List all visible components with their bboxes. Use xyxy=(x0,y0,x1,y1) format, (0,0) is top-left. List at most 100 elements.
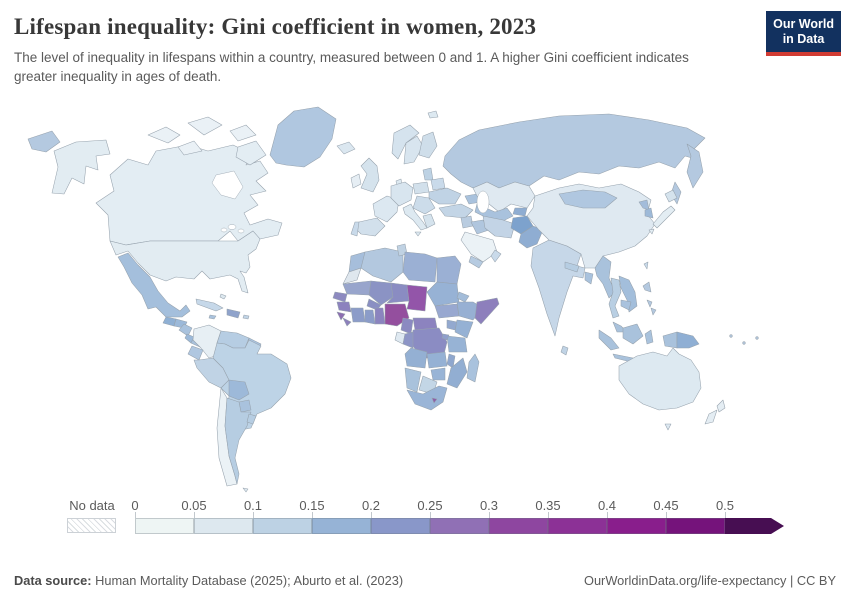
region-togo-benin[interactable] xyxy=(374,307,386,325)
region-vietnam-laos[interactable] xyxy=(618,275,638,313)
region-greenland[interactable] xyxy=(269,106,337,168)
region-south-korea[interactable] xyxy=(644,207,654,219)
region-central-europe[interactable] xyxy=(390,181,414,207)
region-new-zealand-south[interactable] xyxy=(704,409,718,425)
region-chukotka-fragment[interactable] xyxy=(27,130,61,153)
region-angola[interactable] xyxy=(404,347,428,369)
region-poland[interactable] xyxy=(412,181,430,195)
region-kyushu[interactable] xyxy=(648,228,655,235)
region-saudi-arabia[interactable] xyxy=(460,231,498,263)
region-ireland[interactable] xyxy=(350,173,362,189)
region-mozambique[interactable] xyxy=(446,357,468,389)
region-south-africa[interactable] xyxy=(406,385,448,411)
region-cote-divoire[interactable] xyxy=(350,307,366,323)
region-sierra-leone[interactable] xyxy=(336,311,346,321)
region-guinea[interactable] xyxy=(336,301,352,313)
region-ghana[interactable] xyxy=(364,309,376,325)
region-bolivia[interactable] xyxy=(228,379,250,401)
region-zimbabwe[interactable] xyxy=(430,367,446,381)
region-chad[interactable] xyxy=(406,284,428,312)
region-greece[interactable] xyxy=(422,213,436,229)
region-iran[interactable] xyxy=(482,215,516,239)
region-arctic-islands[interactable] xyxy=(177,140,203,156)
data-source-text[interactable]: Human Mortality Database (2025); Aburto … xyxy=(91,573,404,588)
region-papua-new-guinea[interactable] xyxy=(676,331,700,349)
region-usa[interactable] xyxy=(109,230,261,294)
region-sulawesi[interactable] xyxy=(644,329,654,345)
region-uk[interactable] xyxy=(360,157,380,193)
region-south-sudan[interactable] xyxy=(434,303,460,319)
region-baffin-island[interactable] xyxy=(235,140,267,166)
region-bahamas[interactable] xyxy=(219,293,227,300)
region-uruguay[interactable] xyxy=(246,413,257,425)
region-portugal[interactable] xyxy=(350,221,360,237)
region-sweden[interactable] xyxy=(403,135,424,165)
region-western-sahara[interactable] xyxy=(342,267,362,285)
region-cameroon[interactable] xyxy=(400,317,414,335)
region-hispaniola[interactable] xyxy=(226,308,241,319)
region-turkey[interactable] xyxy=(438,203,474,219)
region-rwanda-burundi[interactable] xyxy=(441,333,450,341)
region-algeria[interactable] xyxy=(360,247,404,283)
region-mali[interactable] xyxy=(368,280,394,306)
region-finland[interactable] xyxy=(418,131,438,159)
region-liberia[interactable] xyxy=(342,317,352,327)
region-namibia[interactable] xyxy=(404,367,422,393)
region-arctic-islands[interactable] xyxy=(147,126,181,144)
region-niger[interactable] xyxy=(386,282,410,304)
region-cuba[interactable] xyxy=(195,298,224,312)
region-falkland-islands[interactable] xyxy=(242,487,249,493)
region-egypt[interactable] xyxy=(436,255,462,285)
region-ukraine[interactable] xyxy=(428,187,462,205)
region-somalia[interactable] xyxy=(474,297,500,325)
region-balkans[interactable] xyxy=(412,195,436,215)
region-pacific-island[interactable] xyxy=(742,341,746,345)
region-japan[interactable] xyxy=(652,205,676,229)
region-libya[interactable] xyxy=(402,251,438,283)
region-pacific-island[interactable] xyxy=(755,336,759,340)
region-lesotho[interactable] xyxy=(431,397,438,404)
region-congo[interactable] xyxy=(402,331,414,349)
region-mexico[interactable] xyxy=(117,252,191,318)
region-france[interactable] xyxy=(372,195,400,223)
region-arctic-islands[interactable] xyxy=(229,124,257,142)
region-china[interactable] xyxy=(526,183,656,269)
region-iceland[interactable] xyxy=(336,141,356,155)
region-belarus[interactable] xyxy=(430,177,446,191)
region-arctic-islands[interactable] xyxy=(187,116,223,136)
region-puerto-rico[interactable] xyxy=(242,314,250,320)
region-thailand[interactable] xyxy=(608,277,622,319)
region-oman[interactable] xyxy=(490,249,502,263)
region-bangladesh[interactable] xyxy=(584,271,594,285)
region-kenya[interactable] xyxy=(454,319,474,339)
region-taiwan[interactable] xyxy=(643,261,649,270)
region-pakistan[interactable] xyxy=(518,225,544,249)
region-philippines[interactable] xyxy=(642,281,652,293)
region-jamaica[interactable] xyxy=(208,314,217,320)
region-pacific-island[interactable] xyxy=(729,334,733,338)
region-mauritania[interactable] xyxy=(342,280,372,296)
region-mongolia[interactable] xyxy=(558,189,618,209)
region-new-zealand-north[interactable] xyxy=(716,399,726,413)
region-tanzania[interactable] xyxy=(446,335,468,353)
region-philippines[interactable] xyxy=(650,307,657,316)
region-west-papua[interactable] xyxy=(662,331,678,349)
region-zambia[interactable] xyxy=(426,351,448,369)
region-nepal[interactable] xyxy=(564,261,580,273)
region-svalbard[interactable] xyxy=(427,110,439,119)
region-cambodia[interactable] xyxy=(620,299,632,311)
region-philippines[interactable] xyxy=(646,299,653,308)
region-russia[interactable] xyxy=(442,113,706,189)
region-sri-lanka[interactable] xyxy=(560,345,569,356)
region-sakhalin[interactable] xyxy=(670,181,682,205)
region-guatemala[interactable] xyxy=(162,316,177,327)
region-borneo[interactable] xyxy=(622,323,644,345)
region-baltics[interactable] xyxy=(422,167,434,181)
region-madagascar[interactable] xyxy=(466,353,480,383)
region-kyrgyzstan-tajikistan[interactable] xyxy=(512,207,528,217)
region-india[interactable] xyxy=(530,239,586,337)
region-sudan[interactable] xyxy=(426,281,460,307)
region-senegal[interactable] xyxy=(332,291,348,303)
credit-link[interactable]: OurWorldinData.org/life-expectancy | CC … xyxy=(583,573,836,588)
no-data-swatch[interactable] xyxy=(67,518,116,533)
